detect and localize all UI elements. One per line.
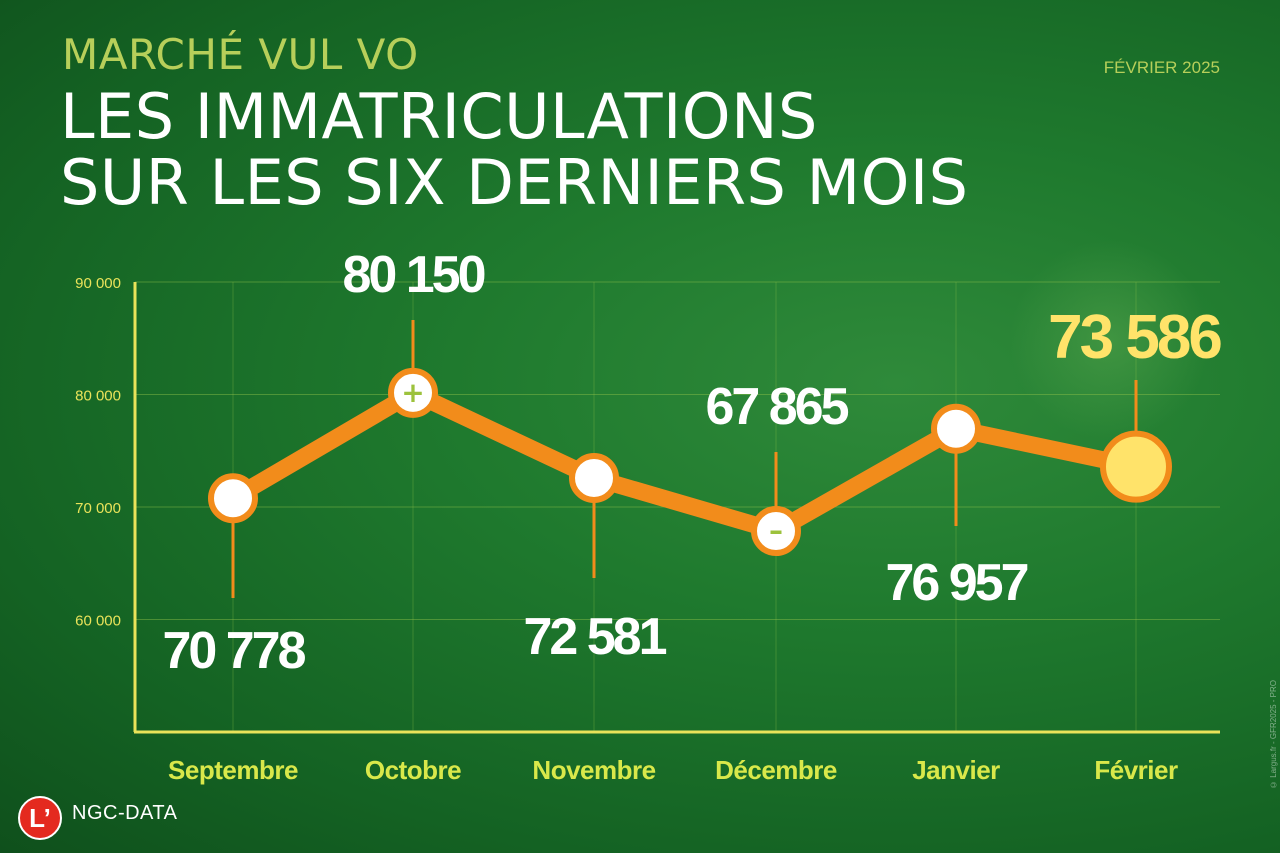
data-label: 76 957 [885,554,1027,612]
data-label: 72 581 [523,608,666,666]
data-label: 73 586 [1048,303,1221,372]
data-markers: +– [208,367,1172,557]
credit-text: © Largus.fr - GFR2025 - PRO [1269,680,1278,790]
minus-icon: – [769,514,783,547]
date-label: FÉVRIER 2025 [1103,58,1220,77]
x-tick-label: Septembre [168,755,298,785]
highlight-glow [1010,240,1210,440]
x-tick-labels: Septembre Octobre Novembre Décembre Janvier F… [168,755,1178,785]
page-title: LES IMMATRICULATIONS SUR LES SIX DERNIER… [60,84,969,216]
x-tick-label: Octobre [365,755,461,785]
data-marker [208,473,258,524]
brand-name: NGC-DATA [72,802,178,824]
y-tick-label: 70 000 [75,500,121,517]
x-tick-label: Janvier [912,755,1000,785]
series-line [224,384,1145,540]
title-line-2: SUR LES SIX DERNIERS MOIS [60,146,969,219]
data-label: 67 865 [705,378,848,436]
x-tick-label: Novembre [532,755,655,785]
y-tick-labels: 60 000 70 000 80 000 90 000 [75,275,121,630]
data-marker [751,506,801,557]
highlight-marker [1100,430,1172,503]
data-marker [388,367,438,418]
data-label: 80 150 [342,246,484,304]
x-tick-label: Février [1094,755,1178,785]
chart-axes [133,282,1220,734]
x-tick-label: Décembre [715,755,837,785]
y-tick-label: 60 000 [75,613,121,630]
data-label: 70 778 [162,622,305,680]
y-tick-label: 80 000 [75,388,121,405]
data-marker [931,403,981,454]
title-line-1: LES IMMATRICULATIONS [60,80,818,153]
data-marker [569,452,619,503]
largus-logo: L’ [18,796,62,840]
data-labels: 70 778 80 150 72 581 67 865 76 957 73 586 [162,246,1224,680]
kicker-title: MARCHÉ VUL VO [62,30,419,79]
series-line-path [224,384,1145,540]
plus-icon: + [401,376,424,409]
y-tick-label: 90 000 [75,275,121,292]
